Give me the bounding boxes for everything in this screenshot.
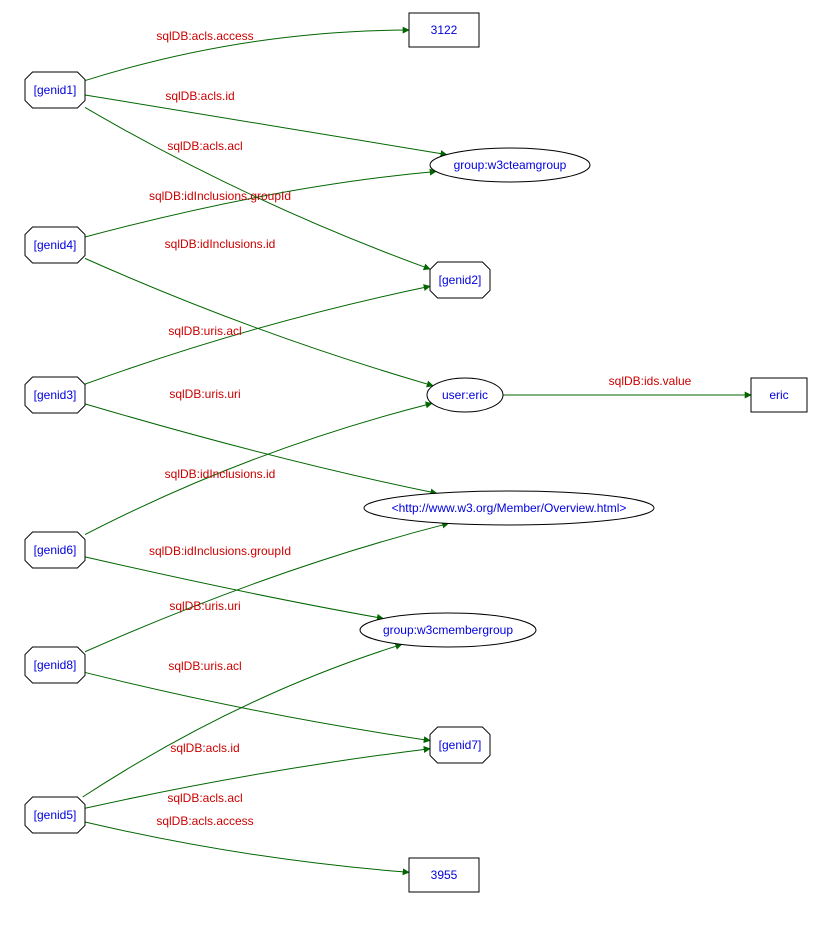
edge-label: sqlDB:acls.access [156, 814, 253, 828]
edge-label: sqlDB:acls.id [165, 89, 234, 103]
edge-label: sqlDB:idInclusions.groupId [149, 189, 291, 203]
node-label: 3955 [431, 868, 458, 882]
edges-layer: sqlDB:acls.access sqlDB:acls.id sqlDB:acls… [83, 29, 751, 872]
node-label: group:w3cteamgroup [454, 158, 567, 172]
edge-label: sqlDB:ids.value [609, 374, 692, 388]
node-label: [genid2] [439, 273, 482, 287]
node-label: [genid3] [34, 388, 77, 402]
node-label: [genid4] [34, 238, 77, 252]
edge [85, 171, 436, 237]
edge-label: sqlDB:acls.id [170, 741, 239, 755]
edge [85, 95, 447, 155]
node-label: group:w3cmembergroup [383, 623, 513, 637]
node-label: [genid7] [439, 738, 482, 752]
edge [83, 644, 402, 797]
edge-label: sqlDB:uris.acl [168, 659, 241, 673]
edge [85, 749, 430, 809]
edge-label: sqlDB:acls.access [156, 29, 253, 43]
node-label: [genid6] [34, 543, 77, 557]
node-label: 3122 [431, 23, 458, 37]
node-label: [genid1] [34, 83, 77, 97]
node-label: <http://www.w3.org/Member/Overview.html> [392, 501, 627, 515]
edge-label: sqlDB:idInclusions.id [165, 467, 276, 481]
edge-label: sqlDB:acls.acl [167, 139, 242, 153]
edge-label: sqlDB:acls.acl [167, 791, 242, 805]
node-label: user:eric [442, 388, 488, 402]
edge-label: sqlDB:uris.uri [169, 387, 240, 401]
node-label: [genid8] [34, 658, 77, 672]
edge-label: sqlDB:uris.acl [168, 324, 241, 338]
node-label: [genid5] [34, 808, 77, 822]
edge [85, 672, 430, 740]
edge-label: sqlDB:idInclusions.id [165, 237, 276, 251]
edge-label: sqlDB:idInclusions.groupId [149, 544, 291, 558]
diagram-canvas: sqlDB:acls.access sqlDB:acls.id sqlDB:acls… [0, 0, 833, 938]
edge [85, 822, 409, 872]
node-label: eric [769, 388, 788, 402]
edge-label: sqlDB:uris.uri [169, 599, 240, 613]
edge [85, 258, 433, 385]
